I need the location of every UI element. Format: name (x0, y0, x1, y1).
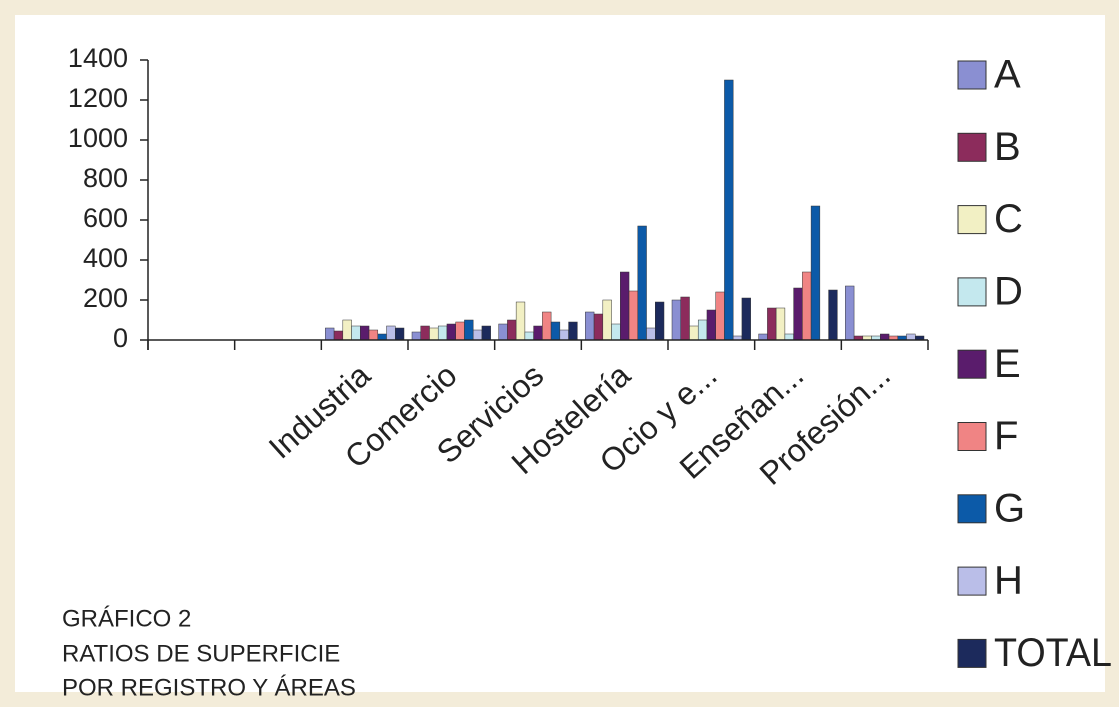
bar (395, 327, 405, 341)
bar (429, 327, 439, 341)
bar (524, 331, 534, 341)
bar (472, 329, 483, 341)
bar (697, 319, 708, 341)
bar (810, 205, 821, 341)
legend-swatch (957, 277, 987, 307)
legend-swatch (957, 349, 987, 379)
bar (455, 321, 465, 341)
bar (611, 323, 621, 341)
y-tick-label: 1200 (68, 83, 128, 113)
legend-swatch (957, 60, 987, 90)
legend-swatch (957, 566, 987, 596)
legend-label: G (994, 486, 1025, 530)
bar (646, 327, 656, 341)
legend-label: E (994, 342, 1021, 386)
y-tick-label: 400 (83, 243, 128, 273)
legend-label: A (994, 53, 1021, 97)
chart-title: GRÁFICO 2 (62, 605, 191, 632)
bar (680, 296, 690, 341)
bar (637, 225, 647, 341)
y-tick-label: 0 (113, 323, 128, 353)
bar (411, 331, 421, 341)
bar (507, 319, 517, 341)
bar (602, 299, 612, 341)
legend-label: D (994, 269, 1023, 313)
bar (620, 271, 630, 341)
bar (351, 325, 361, 341)
bar (342, 319, 352, 341)
chart-subtitle: POR REGISTRO Y ÁREAS (62, 674, 356, 701)
bar (437, 325, 448, 341)
bar (533, 325, 543, 341)
legend-label: C (994, 197, 1023, 241)
bar (550, 321, 561, 341)
legend-swatch (957, 132, 987, 162)
legend-label: TOTAL (994, 631, 1112, 675)
bar (880, 333, 890, 341)
bar (758, 333, 768, 341)
y-tick-label: 1400 (68, 43, 128, 73)
legend-label: F (994, 414, 1018, 458)
bar (724, 79, 734, 341)
legend-swatch (957, 494, 987, 524)
bar (906, 333, 916, 341)
bar (377, 333, 387, 341)
bar (585, 311, 595, 341)
bar (542, 311, 552, 341)
bar (689, 325, 699, 341)
bar (446, 323, 456, 341)
legend-label: H (994, 559, 1023, 603)
y-tick-label: 1000 (68, 123, 128, 153)
bar (828, 289, 838, 341)
legend-swatch (957, 422, 987, 451)
bar (481, 325, 491, 341)
legend-swatch (957, 205, 987, 235)
bar (325, 327, 335, 341)
bar (368, 329, 379, 341)
bar (741, 297, 751, 341)
bar (420, 325, 430, 341)
bar (793, 287, 803, 341)
legend-swatch (957, 638, 987, 668)
chart-subtitle: RATIOS DE SUPERFICIE (62, 640, 340, 667)
y-tick-label: 200 (83, 283, 128, 313)
y-tick-label: 600 (83, 203, 128, 233)
bar (515, 301, 526, 341)
bar (706, 309, 716, 341)
bar (655, 301, 665, 341)
bar (802, 271, 812, 341)
bar (464, 319, 474, 341)
bar (386, 325, 396, 341)
bar (360, 325, 370, 341)
legend-label: B (994, 125, 1021, 169)
bar (767, 307, 777, 341)
bar (671, 299, 681, 341)
bar (593, 313, 604, 341)
panel (15, 15, 1105, 692)
bar (775, 307, 786, 341)
bar (628, 290, 639, 341)
bar (498, 323, 508, 341)
y-tick-label: 800 (83, 163, 128, 193)
bar (784, 333, 794, 341)
bar (559, 329, 569, 341)
bar (568, 321, 578, 341)
bar (845, 285, 855, 341)
bar (333, 330, 344, 341)
bar (715, 291, 725, 341)
